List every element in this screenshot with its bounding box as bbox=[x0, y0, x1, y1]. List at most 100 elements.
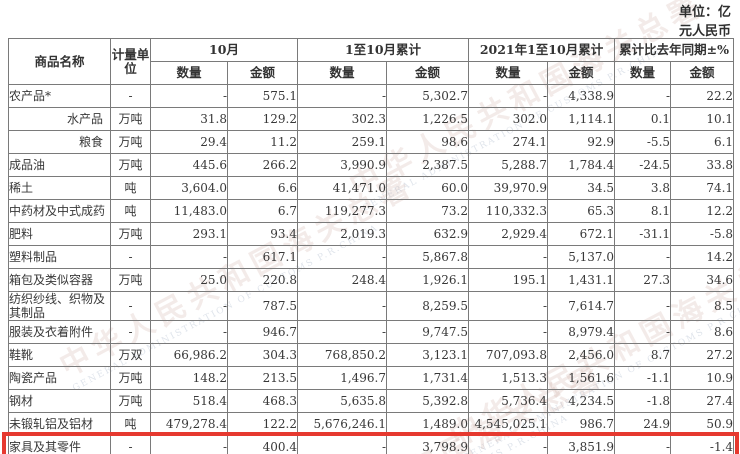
value-cell: 148.2 bbox=[150, 366, 228, 390]
value-cell: 66,986.2 bbox=[150, 343, 228, 367]
value-cell: 0.1 bbox=[614, 107, 672, 131]
unit-cell: - bbox=[110, 435, 151, 454]
unit-note-line2: 元人民币 bbox=[678, 24, 731, 39]
unit-cell: 万吨 bbox=[110, 130, 151, 154]
header-group-2021-jan-oct: 2021年1至10月累计 bbox=[467, 38, 616, 62]
table-row: 肥料 万吨 293.1 93.4 2,019.3 632.9 2,929.4 672.1 -31… bbox=[8, 222, 735, 246]
header-amount: 金额 bbox=[386, 61, 469, 85]
value-cell: 3.8 bbox=[614, 176, 672, 200]
value-cell: 3,123.1 bbox=[386, 343, 469, 367]
value-cell: 14.2 bbox=[670, 245, 735, 269]
header-group-october: 10月 bbox=[150, 38, 298, 62]
value-cell: 25.0 bbox=[150, 268, 228, 292]
table-row: 鞋靴 万双 66,986.2 304.3 768,850.2 3,123.1 707,093… bbox=[8, 343, 735, 367]
commodity-name-cell: 肥料 bbox=[8, 222, 111, 246]
value-cell: -24.5 bbox=[614, 153, 672, 177]
value-cell: 5,302.7 bbox=[386, 84, 469, 108]
value-cell: 518.4 bbox=[150, 389, 228, 413]
header-quantity: 数量 bbox=[468, 61, 548, 85]
table-row: 未锻轧铝及铝材吨 479,278.4 122.2 5,676,246.1 1,489.0… bbox=[8, 412, 735, 436]
value-cell: - bbox=[297, 84, 387, 108]
unit-cell: - bbox=[110, 245, 151, 269]
value-cell: - bbox=[297, 291, 387, 321]
unit-cell: 万吨 bbox=[110, 222, 151, 246]
value-cell: 73.2 bbox=[386, 199, 469, 223]
value-cell: 1,496.7 bbox=[297, 366, 387, 390]
value-cell: 1,114.1 bbox=[546, 107, 616, 131]
value-cell: 220.8 bbox=[227, 268, 298, 292]
unit-cell: - bbox=[110, 320, 151, 344]
table-row: 服装及衣着附件 - -946.7-9,747.5-8,979.4-8.6 bbox=[8, 320, 735, 344]
value-cell: 4,234.5 bbox=[546, 389, 616, 413]
value-cell: 3,604.0 bbox=[150, 176, 228, 200]
header-unit: 计量单位 bbox=[110, 38, 151, 85]
header-group-jan-oct: 1至10月累计 bbox=[297, 38, 469, 62]
value-cell: 195.1 bbox=[468, 268, 548, 292]
value-cell: -5.8 bbox=[670, 222, 735, 246]
value-cell: 29.4 bbox=[150, 130, 228, 154]
value-cell: 129.2 bbox=[227, 107, 298, 131]
unit-note: 单位：亿 元人民币 bbox=[679, 3, 731, 41]
value-cell: 65.3 bbox=[546, 199, 616, 223]
value-cell: 12.2 bbox=[670, 199, 735, 223]
table-row: 中药材及中式成药吨 11,483.0 6.7 119,277.3 73.2 110,332… bbox=[8, 199, 735, 223]
unit-cell: 万吨 bbox=[110, 153, 151, 177]
value-cell: 266.2 bbox=[227, 153, 298, 177]
table-row: 陶瓷产品 万吨 148.2 213.5 1,496.7 1,731.4 1,513.3 1,5… bbox=[8, 366, 735, 390]
value-cell: 8.1 bbox=[614, 199, 672, 223]
commodity-name-cell: 成品油 bbox=[8, 153, 111, 177]
commodity-name-cell: 中药材及中式成药 bbox=[8, 199, 111, 223]
value-cell: 33.8 bbox=[670, 153, 735, 177]
value-cell: 3,851.9 bbox=[546, 435, 616, 454]
commodity-name-cell: 塑料制品 bbox=[8, 245, 111, 269]
value-cell: 8.6 bbox=[670, 320, 735, 344]
table-row: 箱包及类似容器 万吨 25.0 220.8 248.4 1,926.1 195.1 1,431… bbox=[8, 268, 735, 292]
value-cell: 5,392.8 bbox=[386, 389, 469, 413]
commodity-name-cell: 箱包及类似容器 bbox=[8, 268, 111, 292]
commodity-name-cell: 鞋靴 bbox=[8, 343, 111, 367]
value-cell: 93.4 bbox=[227, 222, 298, 246]
value-cell: -5.5 bbox=[614, 130, 672, 154]
value-cell: 1,513.3 bbox=[468, 366, 548, 390]
value-cell: 302.3 bbox=[297, 107, 387, 131]
value-cell: 445.6 bbox=[150, 153, 228, 177]
value-cell: 24.9 bbox=[614, 412, 672, 436]
value-cell: - bbox=[468, 320, 548, 344]
value-cell: 1,226.5 bbox=[386, 107, 469, 131]
value-cell: 1,489.0 bbox=[386, 412, 469, 436]
header-quantity: 数量 bbox=[150, 61, 228, 85]
value-cell: 9,747.5 bbox=[386, 320, 469, 344]
table-row: 成品油 万吨 445.6 266.2 3,990.9 2,387.5 5,288.7 1,78… bbox=[8, 153, 735, 177]
value-cell: -1.4 bbox=[670, 435, 735, 454]
value-cell: - bbox=[614, 84, 672, 108]
unit-cell: 吨 bbox=[110, 199, 151, 223]
trade-statistics-table: 商品名称 计量单位 10月 1至10月累计 2021年1至10月累计 累计比去年… bbox=[8, 38, 735, 454]
table-row: 塑料制品 - -617.1-5,867.8-5,137.0-14.2 bbox=[8, 245, 735, 269]
table-row: 家具及其零件 - -400.4-3,798.9-3,851.9- -1.4 bbox=[8, 435, 735, 454]
header-quantity: 数量 bbox=[297, 61, 387, 85]
value-cell: 74.1 bbox=[670, 176, 735, 200]
unit-note-line1: 单位：亿 bbox=[678, 5, 731, 20]
commodity-name-cell: 钢材 bbox=[8, 389, 111, 413]
value-cell: 41,471.0 bbox=[297, 176, 387, 200]
commodity-name-cell: 稀土 bbox=[8, 176, 111, 200]
value-cell: 707,093.8 bbox=[468, 343, 548, 367]
value-cell: 5,635.8 bbox=[297, 389, 387, 413]
value-cell: 50.9 bbox=[670, 412, 735, 436]
value-cell: 479,278.4 bbox=[150, 412, 228, 436]
value-cell: 259.1 bbox=[297, 130, 387, 154]
value-cell: 4,545,025.1 bbox=[468, 412, 548, 436]
value-cell: 27.3 bbox=[614, 268, 672, 292]
value-cell: - bbox=[297, 320, 387, 344]
value-cell: 1,731.4 bbox=[386, 366, 469, 390]
value-cell: -1.8 bbox=[614, 389, 672, 413]
value-cell: - bbox=[614, 291, 672, 321]
value-cell: 8.7 bbox=[614, 343, 672, 367]
value-cell: 293.1 bbox=[150, 222, 228, 246]
value-cell: 5,288.7 bbox=[468, 153, 548, 177]
value-cell: 27.2 bbox=[670, 343, 735, 367]
value-cell: - bbox=[614, 435, 672, 454]
value-cell: 274.1 bbox=[468, 130, 548, 154]
value-cell: 7,614.7 bbox=[546, 291, 616, 321]
